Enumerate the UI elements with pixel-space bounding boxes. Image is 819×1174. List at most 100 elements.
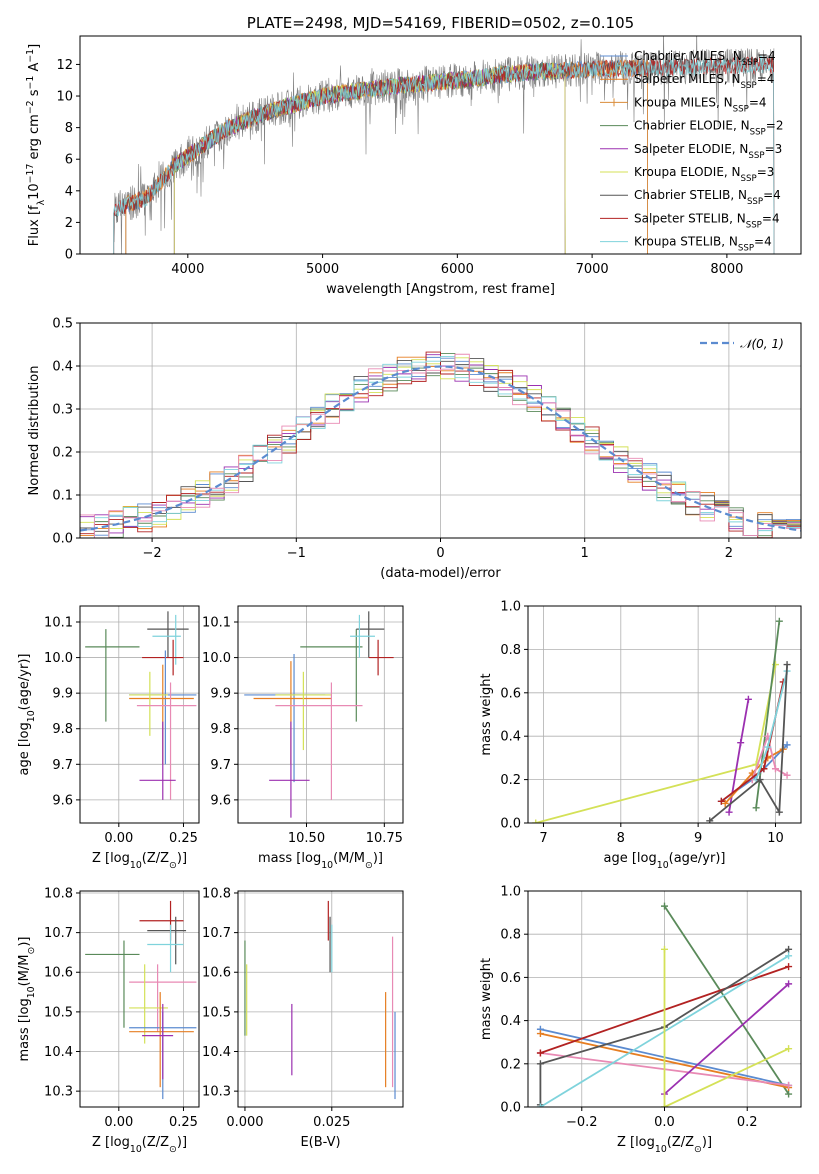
- weight-line: [663, 983, 790, 1095]
- error-bar-point: [85, 629, 140, 722]
- axes-frame: [237, 890, 404, 1108]
- y-tick-label: 0.4: [500, 1014, 521, 1029]
- age_vs_Z-panel: 0.00 0.259.69.79.89.910.010.1Z [log10(Z/Z…: [17, 605, 200, 871]
- label-fragment: (M/M: [333, 851, 365, 866]
- legend-label: Salpeter MILES, NSSP=4: [634, 72, 774, 91]
- x-tick-label: 2: [725, 546, 733, 561]
- y-tick-label: 0: [65, 248, 73, 263]
- weight-marker: [536, 1103, 544, 1107]
- x-tick-label: 0.25: [169, 831, 198, 846]
- x-tick-label: 4000: [171, 262, 204, 277]
- x-tick-label: 0.2: [737, 1115, 758, 1130]
- error-bar-point: [129, 964, 197, 1032]
- weight-marker: [785, 952, 793, 960]
- label-fragment: −1: [25, 49, 36, 63]
- error-bar-point: [129, 992, 194, 1088]
- label-fragment: )]: [702, 1135, 712, 1150]
- weight-marker: [752, 804, 760, 812]
- weight-marker: [717, 797, 725, 805]
- y-tick-label: 10.0: [202, 651, 231, 666]
- label-fragment: =4: [762, 211, 780, 225]
- y-tick-label: 9.8: [52, 722, 73, 737]
- weight-marker: [536, 1060, 544, 1068]
- weight-marker: [756, 776, 764, 784]
- y-tick-label: 0.2: [52, 446, 73, 461]
- x-axis-label: mass [log10(M/M⊙)]: [258, 851, 383, 871]
- y-axis-label: age [log10(age/yr)]: [17, 654, 37, 776]
- y-tick-label: 0.6: [500, 686, 521, 701]
- y-tick-label: 10.1: [202, 616, 231, 631]
- label-fragment: −1: [25, 76, 36, 90]
- y-tick-label: 0.4: [52, 360, 73, 375]
- legend-label: Chabrier STELIB, NSSP=4: [634, 188, 781, 207]
- weight-marker: [661, 945, 668, 953]
- y-tick-label: 10.7: [202, 926, 231, 941]
- y-tick-label: 9.6: [52, 793, 73, 808]
- y-tick-label: 9.9: [210, 687, 231, 702]
- x-tick-label: 9: [694, 831, 702, 846]
- legend-label: 𝒩(0, 1): [740, 337, 784, 351]
- error-bar-point: [275, 682, 363, 800]
- label-fragment: Z [log: [92, 1135, 130, 1150]
- label-fragment: =4: [757, 72, 775, 86]
- mass_vs_EBV-panel: 0.000 0.025 10.3 10.4 10.5 10.6 10.7 10.8 E(B-V): [202, 886, 404, 1150]
- mass_vs_Z-plot-area: [85, 900, 197, 1100]
- label-fragment: =2: [766, 119, 784, 133]
- x-tick-label: −2: [143, 546, 162, 561]
- x-tick-label: 8: [617, 831, 625, 846]
- label-fragment: 10: [655, 1144, 667, 1155]
- x-axis-label: Z [log10(Z/Z⊙)]: [617, 1135, 712, 1155]
- label-fragment: )]: [177, 1135, 187, 1150]
- label-fragment: Kroupa ELODIE, N: [634, 165, 741, 179]
- y-tick-label: 10.1: [44, 616, 73, 631]
- label-fragment: (M/M: [17, 955, 32, 987]
- weight-line: [539, 948, 790, 1105]
- y-tick-label: 0.0: [500, 1101, 521, 1116]
- y-tick-label: 1.0: [500, 600, 521, 615]
- weight-marker: [783, 771, 791, 779]
- weight-marker: [785, 1045, 793, 1053]
- label-fragment: Salpeter MILES, N: [634, 72, 741, 86]
- residuals-plot-area: [80, 351, 801, 538]
- error-bar-point: [85, 940, 140, 1028]
- label-fragment: SSP: [733, 104, 749, 114]
- spectrum-panel: PLATE=2498, MJD=54169, FIBERID=0502, z=0…: [25, 14, 802, 297]
- label-fragment: ⊙: [169, 860, 177, 871]
- legend-label: Kroupa MILES, NSSP=4: [634, 95, 767, 114]
- y-tick-label: 10.3: [202, 1085, 231, 1100]
- weight-line: [663, 905, 790, 1095]
- error-bar-point: [139, 721, 176, 800]
- weight-marker: [760, 765, 768, 773]
- y-tick-label: 9.6: [210, 793, 231, 808]
- label-fragment: erg cm: [27, 114, 42, 163]
- error-bar-point: [142, 1003, 174, 1080]
- y-tick-label: 2: [65, 216, 73, 231]
- y-tick-label: 12: [56, 58, 73, 73]
- y-axis-label: Normed distribution: [27, 366, 42, 496]
- y-tick-label: 6: [65, 153, 73, 168]
- weight-line: [535, 664, 777, 823]
- axes-frame: [79, 890, 200, 1108]
- y-axis-label: mass [log10(M/M⊙)]: [17, 937, 37, 1062]
- y-tick-label: 0.2: [500, 773, 521, 788]
- label-fragment: Flux [f: [27, 205, 42, 246]
- label-fragment: (Z/Z: [142, 851, 169, 866]
- y-tick-label: 10.5: [44, 1005, 73, 1020]
- weight-marker: [775, 808, 783, 816]
- label-fragment: mass [log: [258, 851, 321, 866]
- y-axis-label: mass weight: [479, 673, 494, 755]
- legend-label: Chabrier MILES, NSSP=4: [634, 49, 776, 68]
- error-bar-point: [136, 682, 197, 800]
- error-bar-point: [350, 614, 375, 658]
- y-tick-label: 8: [65, 121, 73, 136]
- label-fragment: 10: [321, 860, 333, 871]
- label-fragment: Salpeter STELIB, N: [634, 211, 746, 225]
- label-fragment: ⊙: [365, 860, 373, 871]
- x-tick-label: 0: [436, 546, 444, 561]
- label-fragment: SSP: [738, 244, 754, 254]
- label-fragment: −2: [25, 100, 36, 114]
- label-fragment: =4: [758, 49, 776, 63]
- y-tick-label: 9.8: [210, 722, 231, 737]
